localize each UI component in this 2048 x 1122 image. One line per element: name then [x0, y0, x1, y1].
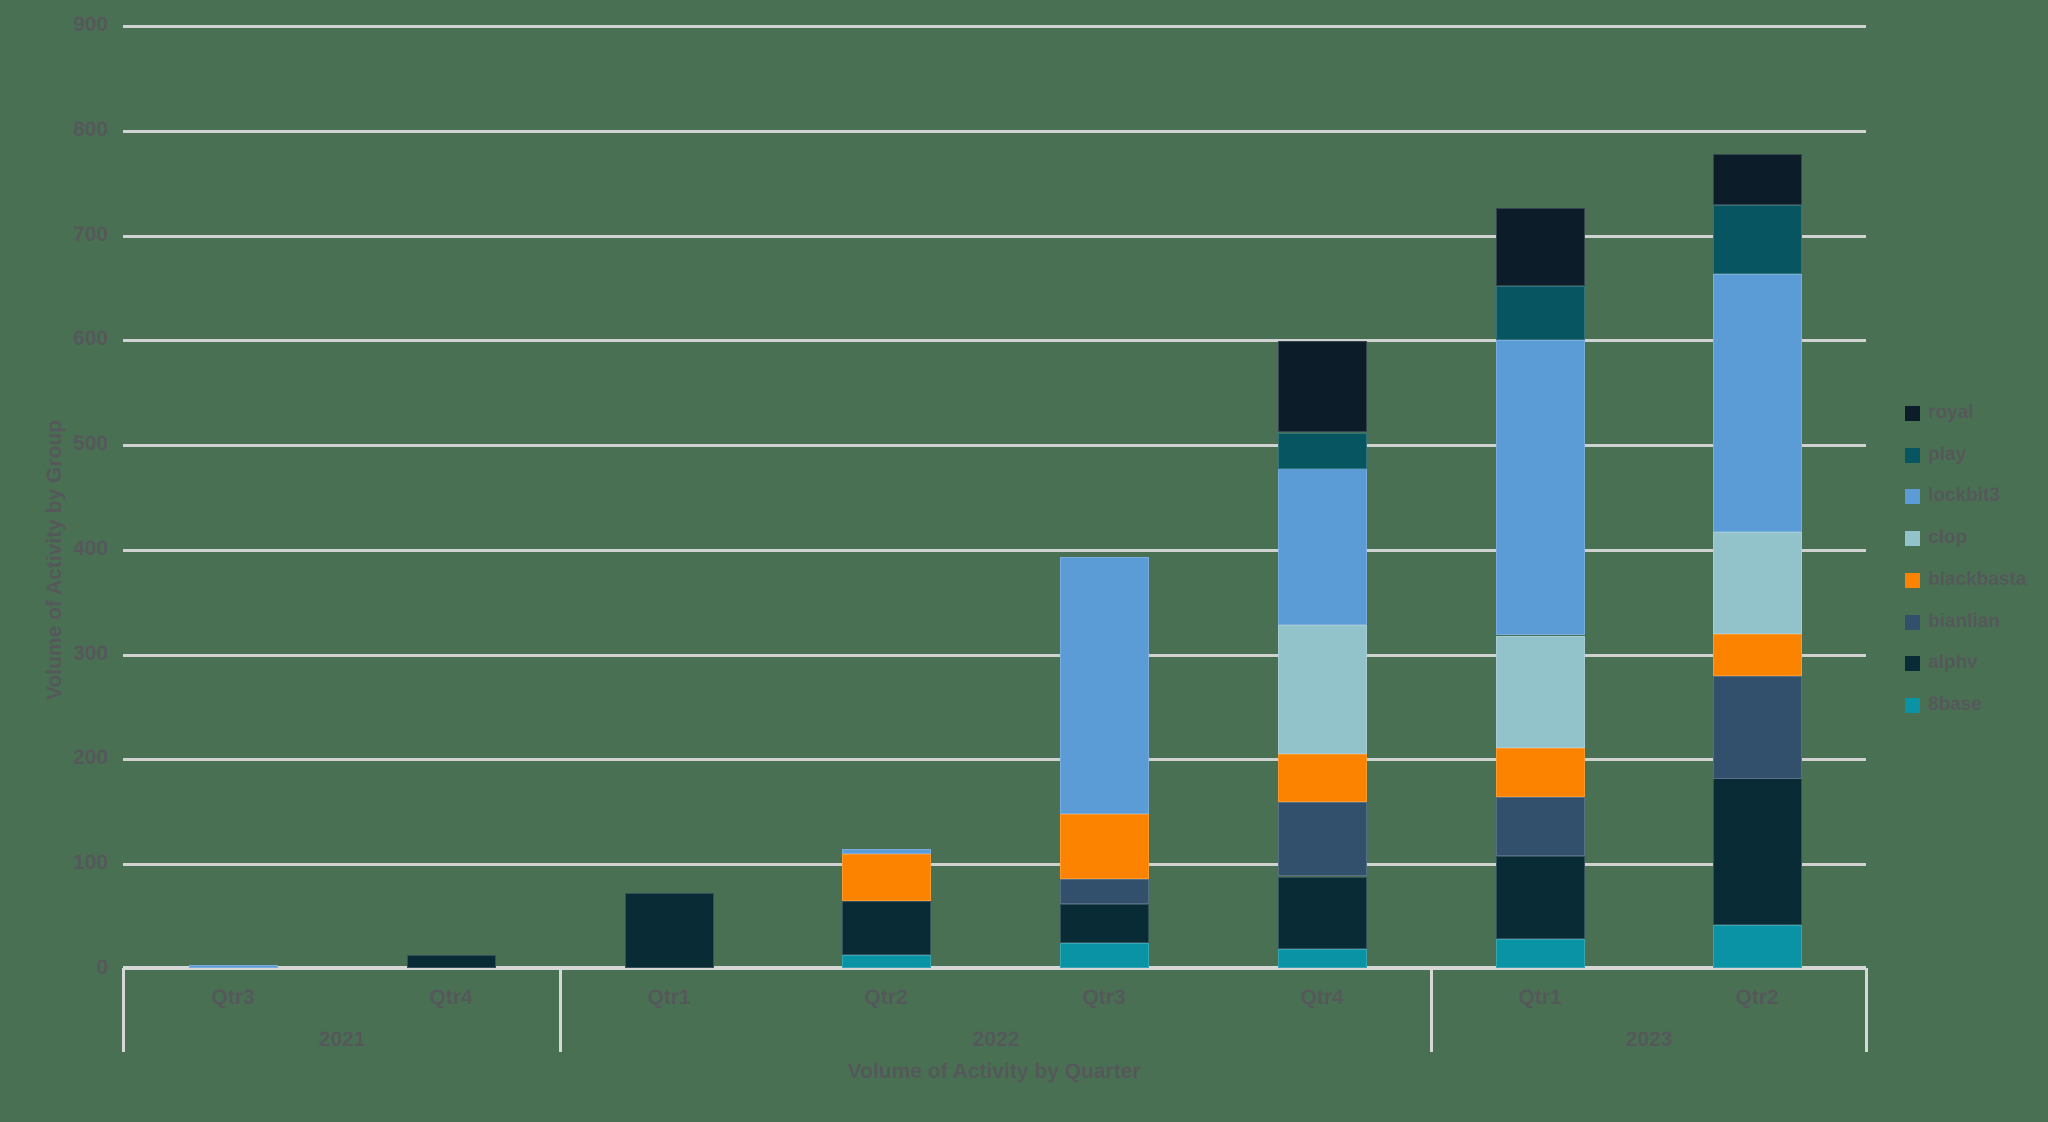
y-tick-label-700: 700	[72, 223, 108, 246]
gridline-800	[123, 130, 1866, 133]
gridline-100	[123, 863, 1866, 866]
year-label-2023: 2023	[1625, 1028, 1673, 1051]
bar-segment-lockbit3-qtr2-2022[interactable]	[842, 849, 931, 854]
y-tick-label-100: 100	[72, 851, 108, 874]
y-tick-label-800: 800	[72, 118, 108, 141]
bar-segment-8base-qtr4-2022[interactable]	[1278, 949, 1367, 968]
bar-segment-alphv-qtr4-2022[interactable]	[1278, 877, 1367, 949]
x-tick-label-qtr1-2023: Qtr1	[1518, 986, 1562, 1009]
x-tick-label-qtr4-2022: Qtr4	[1300, 986, 1344, 1009]
legend-item-play[interactable]: play	[1905, 444, 1966, 466]
bar-segment-lockbit3-qtr1-2023[interactable]	[1496, 340, 1585, 635]
y-tick-label-900: 900	[72, 13, 108, 36]
legend-label-alphv: alphv	[1928, 652, 1978, 673]
legend-swatch-lockbit3	[1905, 488, 1920, 504]
year-label-2021: 2021	[318, 1028, 366, 1051]
bar-segment-bianlian-qtr3-2022[interactable]	[1060, 879, 1149, 904]
y-tick-label-600: 600	[72, 327, 108, 350]
legend-item-8base[interactable]: 8base	[1905, 694, 1982, 716]
bar-segment-8base-qtr1-2023[interactable]	[1496, 939, 1585, 968]
x-tick-label-qtr4-2021: Qtr4	[429, 986, 473, 1009]
bar-segment-alphv-qtr1-2023[interactable]	[1496, 856, 1585, 939]
legend-label-bianlian: bianlian	[1928, 611, 2000, 632]
legend-item-alphv[interactable]: alphv	[1905, 652, 1978, 674]
bar-segment-bianlian-qtr1-2023[interactable]	[1496, 797, 1585, 856]
bar-segment-royal-qtr4-2022[interactable]	[1278, 341, 1367, 432]
bar-segment-blackbasta-qtr4-2022[interactable]	[1278, 754, 1367, 802]
gridline-300	[123, 654, 1866, 657]
legend-swatch-8base	[1905, 697, 1920, 713]
x-tick-label-qtr1-2022: Qtr1	[647, 986, 691, 1009]
y-axis-title: Volume of Activity by Group	[43, 419, 66, 701]
legend-label-royal: royal	[1928, 402, 1974, 423]
legend-swatch-alphv	[1905, 655, 1920, 671]
gridline-200	[123, 758, 1866, 761]
legend-item-blackbasta[interactable]: blackbasta	[1905, 569, 2026, 591]
bar-segment-blackbasta-qtr1-2023[interactable]	[1496, 748, 1585, 797]
bar-segment-alphv-qtr2-2023[interactable]	[1713, 778, 1802, 925]
bar-segment-blackbasta-qtr3-2022[interactable]	[1060, 814, 1149, 879]
bar-segment-clop-qtr1-2023[interactable]	[1496, 636, 1585, 748]
bar-segment-alphv-qtr3-2022[interactable]	[1060, 904, 1149, 943]
legend-swatch-clop	[1905, 530, 1920, 546]
bar-segment-royal-qtr1-2023[interactable]	[1496, 208, 1585, 286]
bar-segment-alphv-qtr4-2021[interactable]	[407, 955, 496, 968]
legend-swatch-bianlian	[1905, 614, 1920, 630]
legend-item-royal[interactable]: royal	[1905, 402, 1973, 424]
legend-swatch-royal	[1905, 405, 1920, 421]
year-bracket-line-0	[122, 968, 125, 1052]
x-tick-label-qtr3-2022: Qtr3	[1082, 986, 1126, 1009]
x-tick-label-qtr2-2023: Qtr2	[1735, 986, 1779, 1009]
y-tick-label-300: 300	[72, 642, 108, 665]
legend-label-clop: clop	[1928, 527, 1968, 548]
gridline-500	[123, 444, 1866, 447]
bar-segment-play-qtr4-2022[interactable]	[1278, 433, 1367, 469]
year-bracket-line-2	[1430, 968, 1433, 1052]
gridline-900	[123, 25, 1866, 28]
x-tick-label-qtr3-2021: Qtr3	[211, 986, 255, 1009]
legend-label-play: play	[1928, 444, 1967, 465]
bar-segment-8base-qtr2-2023[interactable]	[1713, 925, 1802, 968]
bar-segment-play-qtr1-2023[interactable]	[1496, 286, 1585, 340]
bar-segment-blackbasta-qtr2-2022[interactable]	[842, 854, 931, 901]
legend-item-clop[interactable]: clop	[1905, 527, 1967, 549]
y-tick-label-200: 200	[72, 746, 108, 769]
year-label-2022: 2022	[972, 1028, 1020, 1051]
x-tick-label-qtr2-2022: Qtr2	[864, 986, 908, 1009]
legend-label-lockbit3: lockbit3	[1928, 485, 2000, 506]
legend-item-bianlian[interactable]: bianlian	[1905, 611, 2000, 633]
bar-segment-lockbit3-qtr3-2021[interactable]	[189, 965, 278, 968]
legend-swatch-play	[1905, 447, 1920, 463]
year-bracket-line-3	[1865, 968, 1868, 1052]
bar-segment-clop-qtr2-2023[interactable]	[1713, 532, 1802, 634]
gridline-700	[123, 235, 1866, 238]
bar-segment-lockbit3-qtr4-2022[interactable]	[1278, 468, 1367, 625]
bar-segment-lockbit3-qtr3-2022[interactable]	[1060, 557, 1149, 814]
bar-segment-play-qtr2-2023[interactable]	[1713, 205, 1802, 274]
bar-segment-8base-qtr3-2022[interactable]	[1060, 943, 1149, 968]
year-bracket-line-1	[559, 968, 562, 1052]
legend-label-8base: 8base	[1928, 694, 1982, 715]
legend-label-blackbasta: blackbasta	[1928, 569, 2027, 590]
bar-segment-8base-qtr2-2022[interactable]	[842, 955, 931, 968]
bar-segment-bianlian-qtr2-2023[interactable]	[1713, 676, 1802, 779]
y-tick-label-400: 400	[72, 537, 108, 560]
y-tick-label-0: 0	[96, 956, 108, 979]
x-axis-title: Volume of Activity by Quarter	[847, 1060, 1141, 1083]
bar-segment-royal-qtr2-2023[interactable]	[1713, 154, 1802, 205]
bar-segment-clop-qtr4-2022[interactable]	[1278, 625, 1367, 754]
gridline-400	[123, 549, 1866, 552]
y-tick-label-500: 500	[72, 432, 108, 455]
gridline-600	[123, 339, 1866, 342]
bar-segment-blackbasta-qtr2-2023[interactable]	[1713, 634, 1802, 676]
bar-segment-bianlian-qtr4-2022[interactable]	[1278, 802, 1367, 876]
bar-segment-alphv-qtr1-2022[interactable]	[625, 893, 714, 968]
x-axis-line	[123, 966, 1866, 970]
legend-swatch-blackbasta	[1905, 572, 1920, 588]
legend-item-lockbit3[interactable]: lockbit3	[1905, 485, 2000, 507]
bar-segment-alphv-qtr2-2022[interactable]	[842, 901, 931, 955]
bar-segment-lockbit3-qtr2-2023[interactable]	[1713, 274, 1802, 532]
